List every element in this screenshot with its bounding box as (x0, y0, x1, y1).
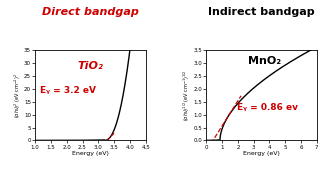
Y-axis label: $(\alpha h\nu)^{1/2}$ (eV cm$^{-1}$)$^{1/2}$: $(\alpha h\nu)^{1/2}$ (eV cm$^{-1}$)$^{1… (182, 70, 192, 121)
Text: TiO₂: TiO₂ (77, 61, 103, 71)
Y-axis label: $(\alpha h\nu)^2$ (eV cm$^{-1}$)$^2$: $(\alpha h\nu)^2$ (eV cm$^{-1}$)$^2$ (12, 73, 23, 118)
Text: Direct bandgap: Direct bandgap (42, 7, 139, 17)
Text: Indirect bandgap: Indirect bandgap (208, 7, 315, 17)
X-axis label: Energy (eV): Energy (eV) (72, 151, 109, 156)
X-axis label: Energy (eV): Energy (eV) (243, 151, 280, 156)
Text: MnO₂: MnO₂ (248, 56, 282, 66)
Text: Eᵧ = 3.2 eV: Eᵧ = 3.2 eV (40, 86, 96, 95)
Text: Eᵧ = 0.86 ev: Eᵧ = 0.86 ev (237, 103, 298, 112)
